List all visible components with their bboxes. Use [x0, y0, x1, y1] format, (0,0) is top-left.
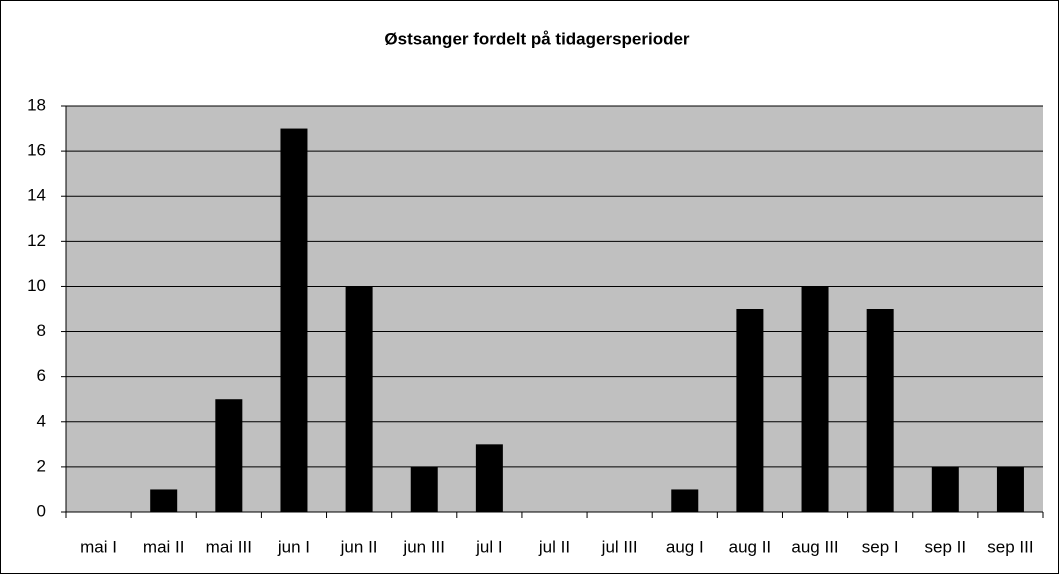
bar [931, 466, 959, 512]
y-tick-label: 2 [37, 456, 46, 475]
x-tick-label: sep II [925, 537, 967, 556]
bar [996, 466, 1024, 512]
bar [345, 286, 373, 512]
x-tick-label: jul II [538, 537, 570, 556]
y-tick-label: 18 [27, 95, 46, 114]
y-tick-label: 14 [27, 186, 46, 205]
x-tick-label: jul I [475, 537, 502, 556]
y-tick-label: 16 [27, 141, 46, 160]
x-tick-label: sep III [987, 537, 1033, 556]
x-tick-label: mai II [143, 537, 185, 556]
bar [475, 444, 503, 512]
bar [866, 309, 894, 512]
y-tick-label: 4 [37, 411, 46, 430]
plot-area [66, 106, 1043, 512]
y-tick-label: 0 [37, 501, 46, 520]
bar [671, 489, 699, 512]
x-tick-label: aug I [666, 537, 704, 556]
x-tick-label: mai III [206, 537, 252, 556]
bar [736, 309, 764, 512]
bar [410, 466, 438, 512]
x-tick-label: jun II [340, 537, 378, 556]
y-tick-label: 10 [27, 276, 46, 295]
bar [280, 128, 308, 513]
bar [215, 399, 243, 512]
y-tick-label: 8 [37, 321, 46, 340]
chart-title: Østsanger fordelt på tidagersperioder [384, 29, 690, 48]
x-tick-label: aug III [791, 537, 838, 556]
x-tick-label: jun I [277, 537, 310, 556]
bar [801, 286, 829, 512]
x-tick-label: jun III [402, 537, 445, 556]
x-tick-label: jul III [601, 537, 638, 556]
x-tick-label: mai I [80, 537, 117, 556]
bar [150, 489, 178, 512]
y-tick-label: 6 [37, 366, 46, 385]
y-tick-label: 12 [27, 231, 46, 250]
x-tick-label: sep I [862, 537, 899, 556]
x-tick-label: aug II [729, 537, 772, 556]
